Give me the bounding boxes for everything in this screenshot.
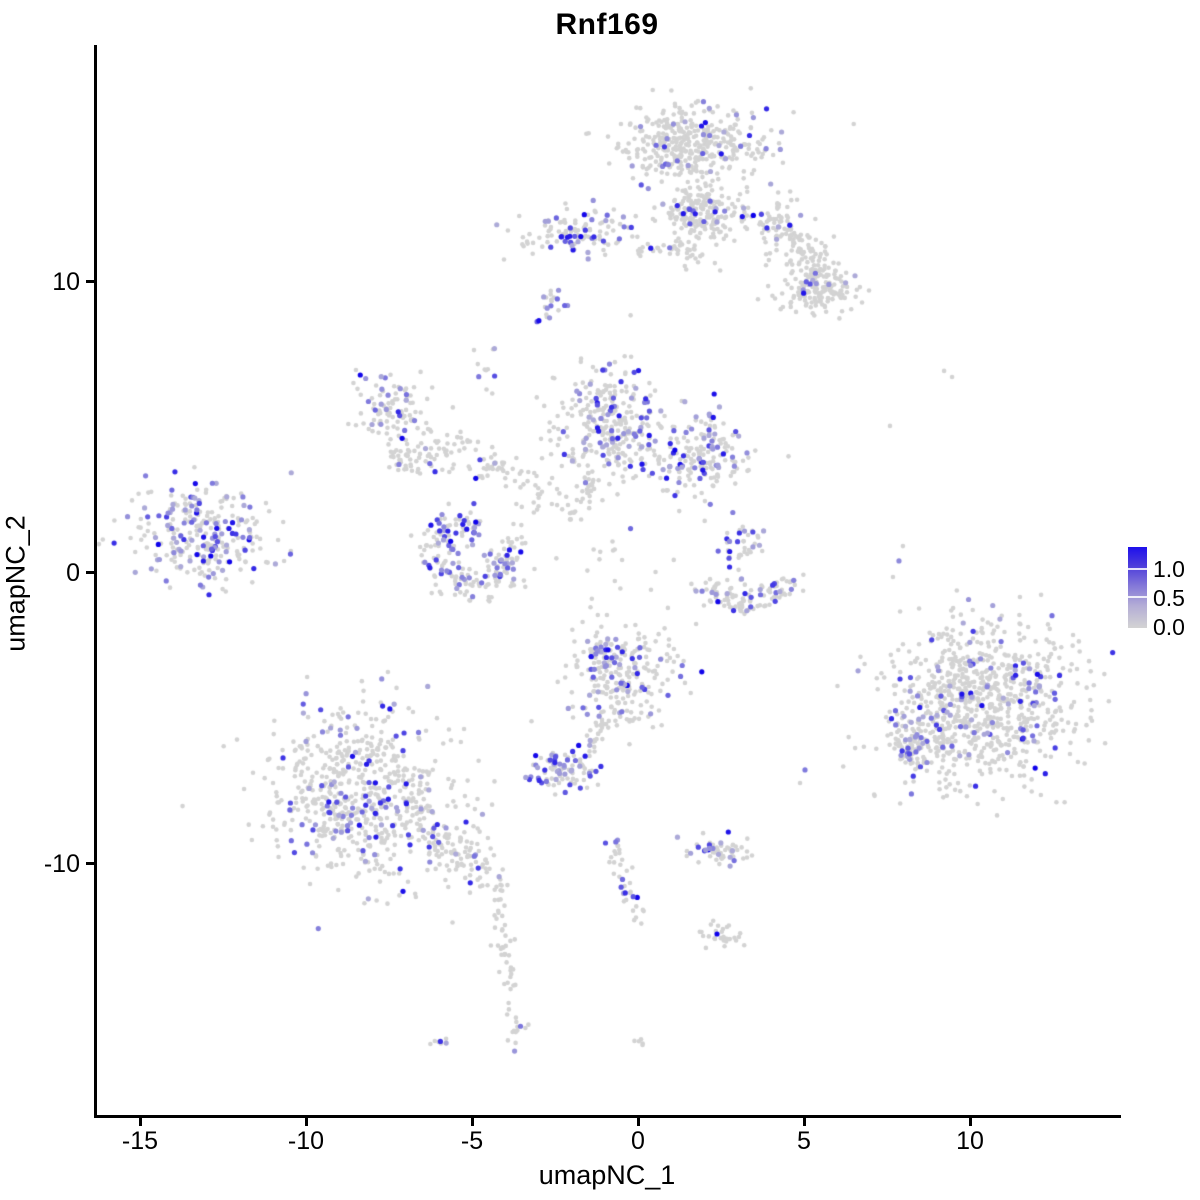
y-tick-label: 10 xyxy=(52,268,80,296)
y-axis-title: umapNC_2 xyxy=(0,515,31,652)
y-tick-label: 0 xyxy=(66,559,80,587)
x-tick-mark xyxy=(969,1118,972,1126)
y-tick-mark xyxy=(86,571,94,574)
chart-title: Rnf169 xyxy=(555,8,659,41)
x-tick-mark xyxy=(139,1118,142,1126)
legend-tick-mark xyxy=(1128,596,1147,598)
x-tick-label: 10 xyxy=(956,1127,984,1155)
x-tick-mark xyxy=(803,1118,806,1126)
x-axis-title: umapNC_1 xyxy=(538,1160,676,1190)
x-tick-mark xyxy=(637,1118,640,1126)
legend-tick-mark xyxy=(1128,568,1147,570)
y-axis-line xyxy=(94,45,97,1118)
x-tick-label: -15 xyxy=(121,1127,159,1155)
x-axis-line xyxy=(94,1115,1121,1118)
legend-label: 1.0 xyxy=(1153,556,1185,582)
legend-colorbar xyxy=(1128,547,1147,628)
x-tick-label: -5 xyxy=(460,1127,484,1155)
y-tick-mark xyxy=(86,280,94,283)
y-tick-label: -10 xyxy=(43,850,80,878)
x-tick-label: 5 xyxy=(797,1127,811,1155)
legend-label: 0.0 xyxy=(1153,614,1185,640)
x-tick-mark xyxy=(471,1118,474,1126)
legend-label: 0.5 xyxy=(1153,585,1185,611)
y-tick-mark xyxy=(86,862,94,865)
x-tick-label: -10 xyxy=(287,1127,325,1155)
x-tick-mark xyxy=(305,1118,308,1126)
x-tick-label: 0 xyxy=(631,1127,645,1155)
